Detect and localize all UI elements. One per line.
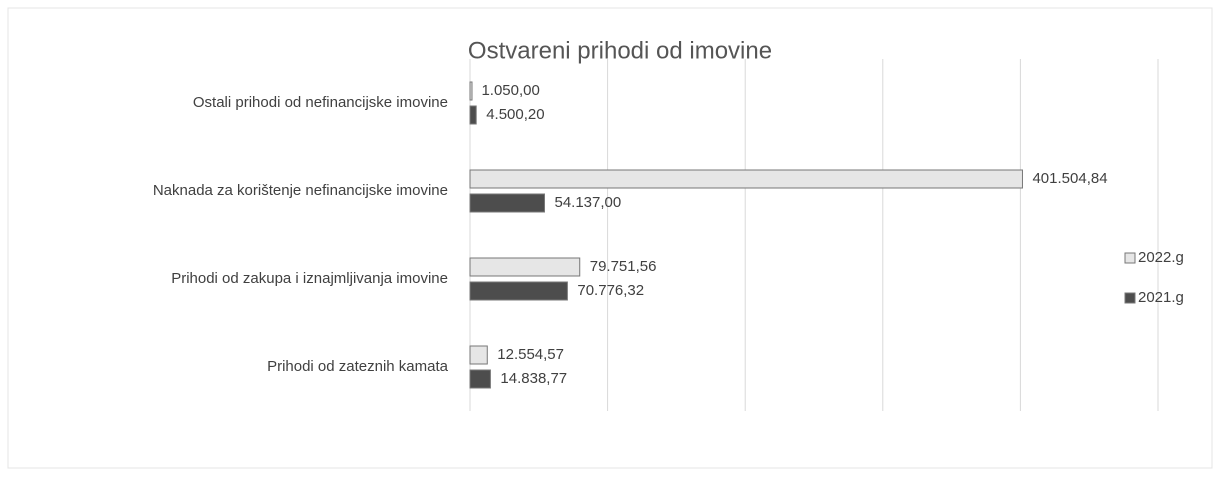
- bar: [469, 345, 488, 365]
- legend-swatch: [1124, 252, 1136, 264]
- bar: [469, 193, 545, 213]
- value-label: 70.776,32: [577, 282, 644, 299]
- bar: [469, 369, 491, 389]
- value-label: 4.500,20: [486, 106, 544, 123]
- value-label: 14.838,77: [500, 370, 567, 387]
- category-label: Prihodi od zakupa i iznajmljivanja imovi…: [171, 270, 448, 287]
- category-label: Naknada za korištenje nefinancijske imov…: [153, 182, 448, 199]
- value-label: 79.751,56: [590, 258, 657, 275]
- bar: [469, 81, 473, 101]
- legend-swatch: [1124, 292, 1136, 304]
- bar: [469, 257, 581, 277]
- value-label: 54.137,00: [554, 194, 621, 211]
- value-label: 12.554,57: [497, 346, 564, 363]
- value-label: 1.050,00: [481, 82, 539, 99]
- legend-label: 2021.g: [1138, 289, 1184, 306]
- chart-border: [7, 7, 1213, 469]
- category-label: Prihodi od zateznih kamata: [267, 358, 449, 375]
- bar: [469, 105, 477, 125]
- bar: [469, 281, 568, 301]
- category-label: Ostali prihodi od nefinancijske imovine: [193, 94, 448, 111]
- bar: [469, 169, 1023, 189]
- value-label: 401.504,84: [1032, 170, 1107, 187]
- legend-label: 2022.g: [1138, 249, 1184, 266]
- chart-title: Ostvareni prihodi od imovine: [468, 37, 772, 64]
